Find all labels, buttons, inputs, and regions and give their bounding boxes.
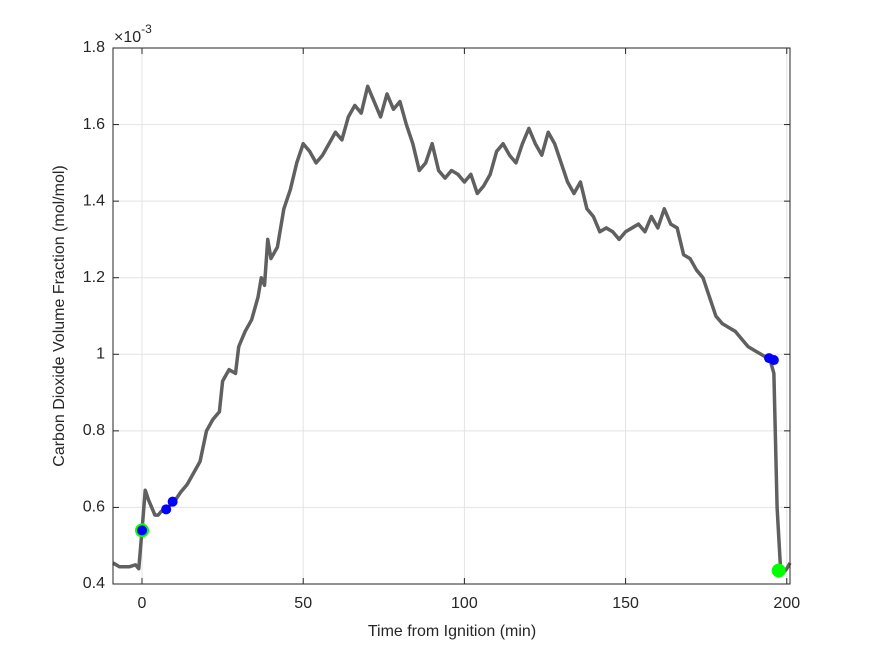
y-tick-label: 1.6 [83, 116, 105, 133]
y-tick-label: 1 [96, 346, 105, 363]
data-point [137, 525, 148, 536]
x-tick-label: 100 [451, 595, 478, 612]
x-tick-label: 50 [294, 595, 312, 612]
x-axis-label: Time from Ignition (min) [368, 623, 536, 640]
y-tick-label: 0.4 [83, 575, 105, 592]
data-line [112, 84, 792, 575]
y-tick-label: 1.2 [83, 269, 105, 286]
y-axis-label: Carbon Dioxide Volume Fraction (mol/mol) [51, 165, 68, 466]
x-tick-label: 150 [612, 595, 639, 612]
data-point [161, 504, 172, 515]
data-point [771, 563, 786, 578]
y-tick-label: 1.4 [83, 192, 105, 209]
x-tick-label: 200 [773, 595, 800, 612]
y-tick-label: 0.6 [83, 499, 105, 516]
y-tick-label: 0.8 [83, 422, 105, 439]
y-tick-label: 1.8 [83, 39, 105, 56]
data-point [768, 355, 779, 366]
y-multiplier: ×10-3 [114, 22, 152, 46]
multiplier-base: ×10 [114, 29, 141, 46]
axes-box [112, 47, 791, 585]
x-tick-label: 0 [138, 595, 147, 612]
multiplier-exponent: -3 [141, 22, 152, 36]
data-point [167, 496, 178, 507]
plot-area [113, 48, 790, 584]
